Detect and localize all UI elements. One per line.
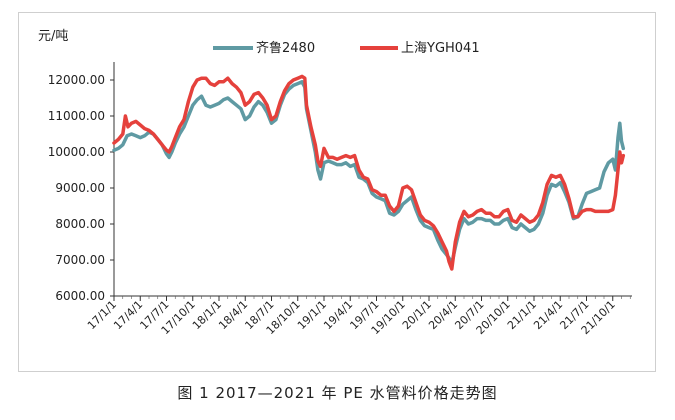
legend-label-qilu: 齐鲁2480 — [256, 40, 315, 56]
series-line-shanghai-ygh041 — [112, 74, 626, 271]
legend: 齐鲁2480 上海YGH041 — [213, 40, 480, 56]
legend-label-shanghai: 上海YGH041 — [401, 41, 480, 56]
series-line-qilu-2480 — [112, 80, 626, 266]
y-unit-label: 元/吨 — [38, 29, 68, 44]
y-tick-label: 7000.00 — [55, 253, 105, 267]
y-tick-label: 9000.00 — [55, 181, 105, 195]
y-tick-label: 12000.00 — [48, 73, 105, 87]
y-tick-label: 11000.00 — [48, 109, 105, 123]
y-tick-label: 10000.00 — [48, 145, 105, 159]
x-axis: 17/1/117/4/117/7/117/10/118/1/118/4/118/… — [85, 295, 632, 337]
figure-caption: 图 1 2017—2021 年 PE 水管料价格走势图 — [177, 384, 498, 402]
series-layer — [112, 74, 626, 271]
y-tick-label: 6000.00 — [55, 289, 105, 303]
y-tick-label: 8000.00 — [55, 217, 105, 231]
y-axis: 6000.00 7000.00 8000.00 9000.00 10000.00 1100… — [48, 62, 115, 303]
